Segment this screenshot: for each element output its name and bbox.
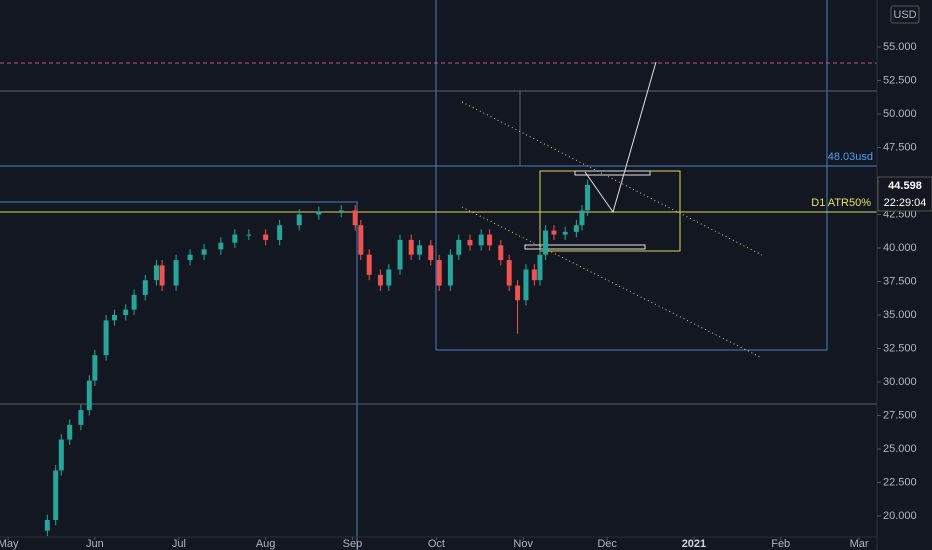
candle-body [187, 254, 193, 261]
candle-body [92, 355, 98, 381]
candle-body [487, 234, 493, 246]
candle-body [53, 470, 59, 520]
candle-body [246, 234, 252, 236]
candle-body [131, 294, 137, 310]
x-tick-label: Dec [597, 538, 617, 550]
box [0, 201, 358, 550]
candle-body [506, 260, 512, 286]
candle-body [67, 424, 73, 440]
candle-body [44, 519, 50, 531]
box [519, 90, 878, 167]
candle-body [201, 249, 207, 255]
candle-body [277, 225, 283, 240]
currency-box [890, 5, 920, 24]
y-tick-label: 35.000 [883, 309, 917, 321]
y-tick-label: 30.000 [883, 376, 917, 388]
y-tick-label: 20.000 [883, 510, 917, 522]
x-tick-label: Jul [172, 538, 186, 550]
candle-body [232, 234, 238, 243]
candle-body [153, 265, 159, 281]
candle-body [296, 214, 302, 226]
candle-body [159, 265, 165, 286]
candle-body [562, 231, 568, 235]
y-tick-label: 27.500 [883, 409, 917, 421]
candle-body [263, 234, 269, 240]
last-price: 44.598 [888, 180, 922, 192]
countdown: 22:29:04 [884, 197, 927, 209]
candle-body [447, 254, 453, 286]
candle-body [515, 285, 521, 301]
candle-body [123, 309, 129, 315]
candle-body [579, 210, 585, 226]
candle-body [456, 239, 462, 255]
candle-body [218, 242, 224, 250]
x-tick-label: 2021 [682, 538, 706, 550]
candle-body [537, 254, 543, 281]
trend-line [461, 101, 763, 256]
candle-body [531, 269, 537, 281]
candle-body [377, 274, 383, 286]
price-box [877, 176, 932, 212]
candle-body [366, 254, 372, 275]
path-line [584, 61, 657, 214]
box [574, 170, 651, 176]
candle-body [585, 185, 591, 211]
candle-body [352, 210, 358, 226]
annotation: D1 ATR50% [811, 197, 871, 209]
y-tick-label: 25.000 [883, 443, 917, 455]
y-tick-label: 32.500 [883, 342, 917, 354]
drawings [0, 0, 878, 550]
x-tick-label: Mar [850, 538, 869, 550]
y-tick-label: 52.500 [883, 74, 917, 86]
y-tick-label: 40.000 [883, 242, 917, 254]
candle-body [338, 210, 344, 212]
box [524, 244, 646, 250]
candle-body [103, 320, 109, 356]
x-tick-label: Aug [256, 538, 276, 550]
candle-body [58, 439, 64, 471]
annotation: 48.03usd [828, 151, 873, 163]
y-tick-label: 47.500 [883, 141, 917, 153]
candle-body [86, 380, 92, 411]
candle-body [436, 260, 442, 286]
candle-body [551, 230, 557, 235]
candle-body [142, 280, 148, 295]
candle-body [111, 314, 117, 321]
x-tick-label: Sep [343, 538, 363, 550]
candle-body [467, 239, 473, 246]
candles [44, 179, 591, 537]
candle-body [428, 245, 434, 261]
y-tick-label: 55.000 [883, 41, 917, 53]
axes: 20.000 22.500 25.000 27.500 30.000 32.500 35.0… [0, 41, 917, 550]
y-tick-label: 37.500 [883, 275, 917, 287]
x-tick-label: Jun [86, 538, 104, 550]
candle-body [417, 245, 423, 255]
candle-body [543, 230, 549, 255]
y-tick-label: 22.500 [883, 476, 917, 488]
x-tick-label: Oct [428, 538, 445, 550]
box [435, 0, 828, 351]
candle-body [498, 245, 504, 261]
candle-body [358, 225, 364, 255]
candle-body [478, 234, 484, 246]
y-tick-label: 50.000 [883, 108, 917, 120]
currency: USD [893, 9, 916, 21]
candle-body [386, 269, 392, 286]
candle-body [173, 260, 179, 286]
x-tick-label: Nov [513, 538, 533, 550]
x-tick-label: Feb [771, 538, 790, 550]
box [539, 170, 681, 252]
candle-body [316, 211, 322, 215]
candle-body [408, 239, 414, 255]
candle-body [523, 269, 529, 301]
candle-body [397, 239, 403, 270]
candle-body [78, 410, 84, 425]
x-tick-label: May [0, 538, 19, 550]
candle-body [573, 225, 579, 232]
